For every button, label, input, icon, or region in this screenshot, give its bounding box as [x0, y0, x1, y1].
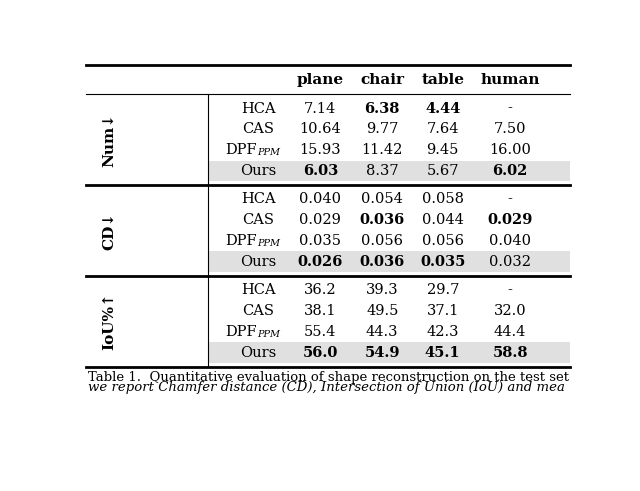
- Text: 56.0: 56.0: [303, 346, 338, 360]
- Text: 4.44: 4.44: [425, 102, 460, 115]
- Text: Ours: Ours: [240, 164, 276, 178]
- Text: DPF: DPF: [225, 143, 257, 157]
- Text: Ours: Ours: [240, 255, 276, 269]
- Text: HCA: HCA: [241, 102, 276, 115]
- Text: 0.056: 0.056: [361, 234, 403, 248]
- Text: 0.029: 0.029: [488, 213, 533, 227]
- Text: CAS: CAS: [243, 213, 275, 227]
- Text: Num↓: Num↓: [102, 113, 116, 167]
- Text: 9.45: 9.45: [426, 143, 459, 157]
- Text: plane: plane: [297, 73, 344, 87]
- Text: 6.38: 6.38: [365, 102, 400, 115]
- Text: CAS: CAS: [243, 122, 275, 136]
- Text: 0.032: 0.032: [489, 255, 531, 269]
- Text: 44.4: 44.4: [494, 325, 526, 339]
- Text: 55.4: 55.4: [304, 325, 337, 339]
- Text: 37.1: 37.1: [426, 304, 459, 318]
- Text: 0.056: 0.056: [422, 234, 464, 248]
- Text: 6.02: 6.02: [492, 164, 528, 178]
- Text: 0.054: 0.054: [362, 192, 403, 206]
- Text: PPM: PPM: [257, 148, 280, 157]
- Bar: [208, 251, 570, 272]
- Text: 9.77: 9.77: [366, 122, 399, 136]
- Text: 7.50: 7.50: [494, 122, 526, 136]
- Text: 42.3: 42.3: [426, 325, 459, 339]
- Text: CAS: CAS: [243, 304, 275, 318]
- Text: HCA: HCA: [241, 192, 276, 206]
- Text: 45.1: 45.1: [425, 346, 461, 360]
- Text: DPF: DPF: [225, 325, 257, 339]
- Text: table: table: [421, 73, 464, 87]
- Text: -: -: [508, 102, 513, 115]
- Text: 0.035: 0.035: [420, 255, 465, 269]
- Text: 7.64: 7.64: [426, 122, 459, 136]
- Text: 0.026: 0.026: [298, 255, 343, 269]
- Text: 54.9: 54.9: [365, 346, 400, 360]
- Text: CD↓: CD↓: [102, 212, 116, 250]
- Text: 39.3: 39.3: [366, 283, 399, 298]
- Text: IoU%↑: IoU%↑: [102, 293, 116, 351]
- Text: Table 1.  Quantitative evaluation of shape reconstruction on the test set: Table 1. Quantitative evaluation of shap…: [88, 371, 569, 384]
- Text: 32.0: 32.0: [494, 304, 527, 318]
- Text: -: -: [508, 192, 513, 206]
- Text: 0.029: 0.029: [300, 213, 341, 227]
- Text: 29.7: 29.7: [426, 283, 459, 298]
- Text: 0.044: 0.044: [422, 213, 463, 227]
- Text: chair: chair: [360, 73, 404, 87]
- Text: 38.1: 38.1: [304, 304, 337, 318]
- Text: 8.37: 8.37: [366, 164, 399, 178]
- Text: 44.3: 44.3: [366, 325, 399, 339]
- Text: 5.67: 5.67: [426, 164, 459, 178]
- Text: 0.036: 0.036: [360, 213, 405, 227]
- Text: 0.040: 0.040: [489, 234, 531, 248]
- Bar: [208, 342, 570, 363]
- Text: 36.2: 36.2: [304, 283, 337, 298]
- Text: human: human: [481, 73, 540, 87]
- Text: PPM: PPM: [257, 239, 280, 248]
- Text: PPM: PPM: [257, 329, 280, 339]
- Text: Ours: Ours: [240, 346, 276, 360]
- Text: 0.040: 0.040: [300, 192, 341, 206]
- Bar: [208, 161, 570, 181]
- Text: 16.00: 16.00: [489, 143, 531, 157]
- Text: DPF: DPF: [225, 234, 257, 248]
- Text: 15.93: 15.93: [300, 143, 341, 157]
- Text: 10.64: 10.64: [300, 122, 341, 136]
- Text: we report Chamfer distance (CD), Intersection of Union (IoU) and mea: we report Chamfer distance (CD), Interse…: [88, 381, 564, 394]
- Text: 7.14: 7.14: [304, 102, 337, 115]
- Text: 6.03: 6.03: [303, 164, 338, 178]
- Text: 0.035: 0.035: [300, 234, 341, 248]
- Text: 11.42: 11.42: [362, 143, 403, 157]
- Text: 49.5: 49.5: [366, 304, 399, 318]
- Text: -: -: [508, 283, 513, 298]
- Text: 0.058: 0.058: [422, 192, 464, 206]
- Text: 58.8: 58.8: [492, 346, 528, 360]
- Text: HCA: HCA: [241, 283, 276, 298]
- Text: 0.036: 0.036: [360, 255, 405, 269]
